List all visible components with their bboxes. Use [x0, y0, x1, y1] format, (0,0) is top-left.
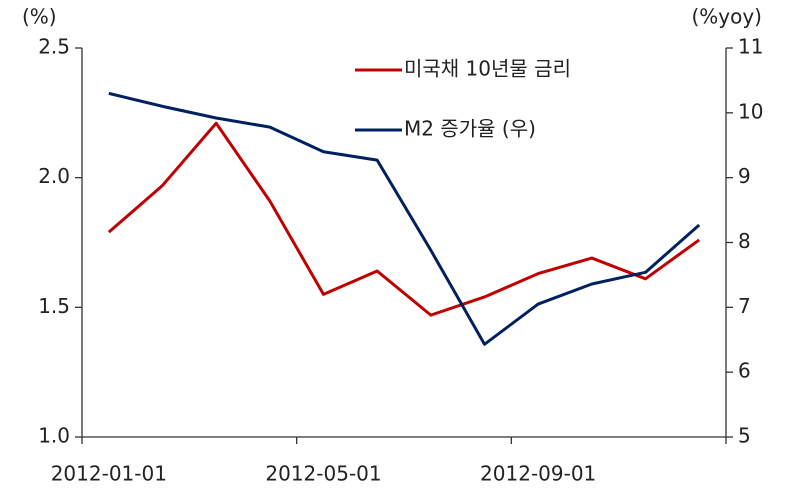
y2-tick-label: 10 [738, 99, 763, 123]
series-line [107, 121, 701, 317]
y-tick-label: 2.0 [38, 164, 70, 188]
y2-tick-label: 7 [738, 294, 751, 318]
y-tick-label: 1.5 [38, 294, 70, 318]
y-unit: (%) [22, 5, 57, 29]
legend-label: M2 증가율 (우) [404, 117, 536, 141]
x-tick-label: 2012-09-01 [480, 462, 596, 486]
x-tick-label: 2012-05-01 [265, 462, 381, 486]
y2-unit: (%yoy) [691, 5, 762, 29]
y2-tick-label: 6 [738, 359, 751, 383]
legend-label: 미국채 10년물 금리 [404, 57, 571, 81]
x-tick-label: 2012-01-01 [51, 462, 167, 486]
y2-tick-label: 9 [738, 164, 751, 188]
y2-tick-label: 8 [738, 229, 751, 253]
y-tick-label: 1.0 [38, 424, 70, 448]
series-line [108, 91, 701, 346]
y2-tick-label: 11 [738, 35, 763, 59]
y-tick-label: 2.5 [38, 35, 70, 59]
y2-tick-label: 5 [738, 424, 751, 448]
